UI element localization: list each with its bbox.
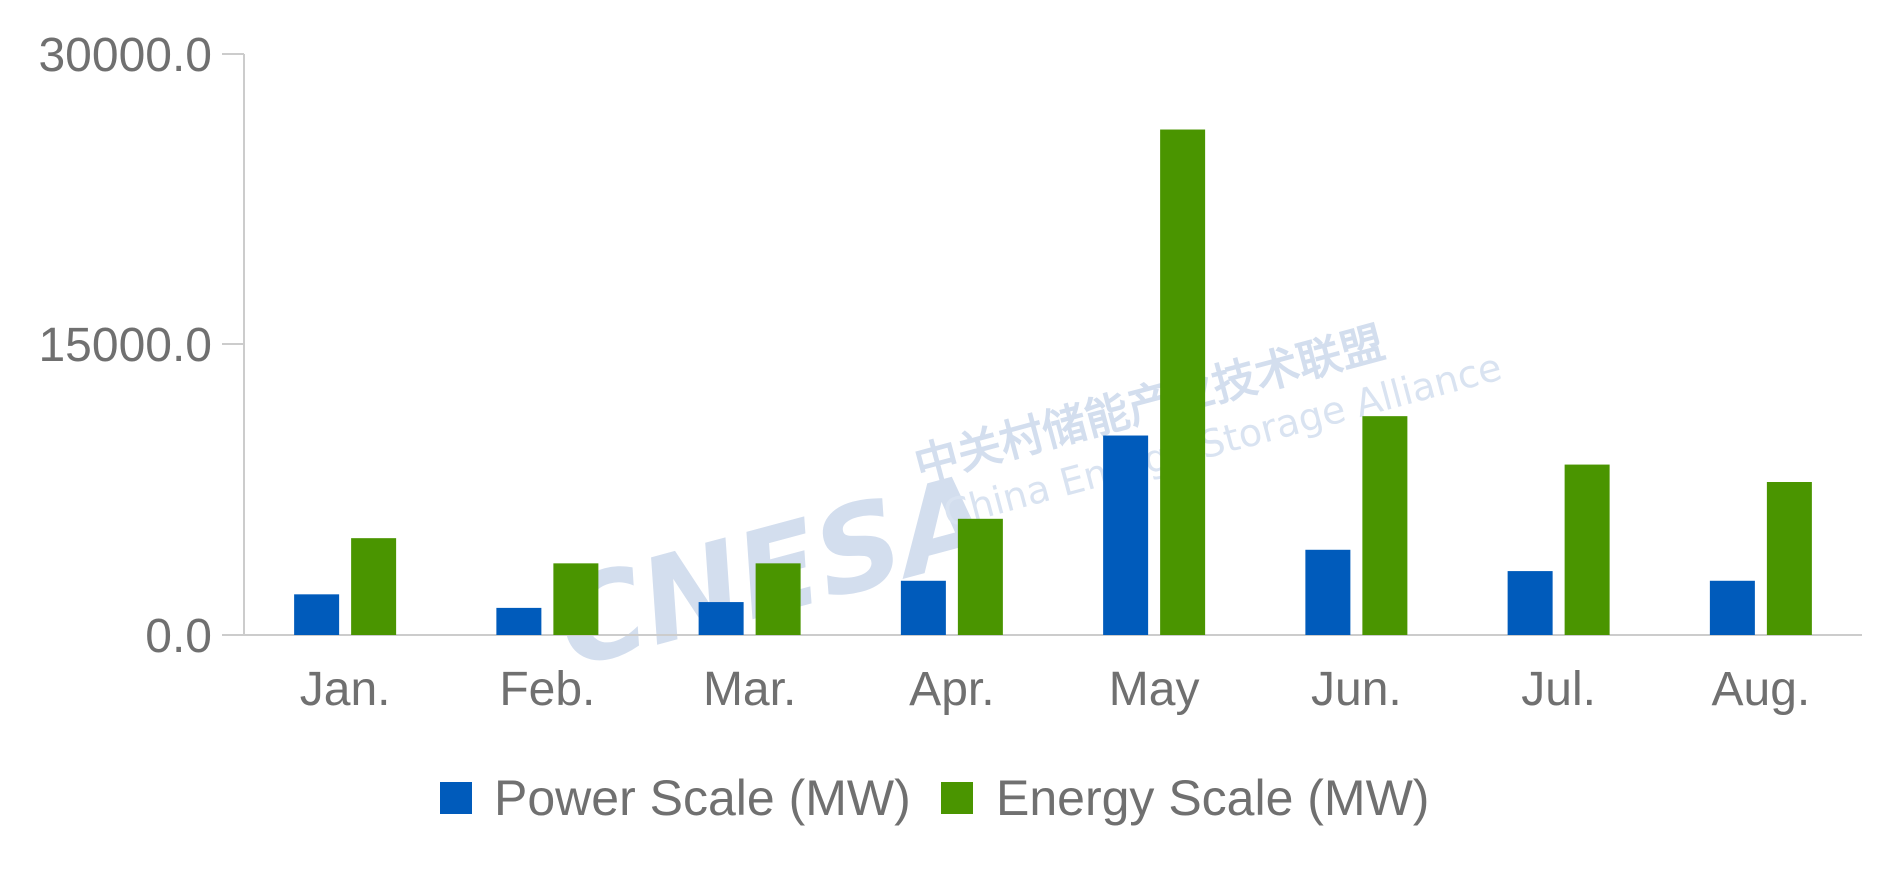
x-tick-label-feb: Feb. bbox=[499, 663, 595, 716]
y-ticks: 0.0 15000.0 30000.0 bbox=[38, 29, 244, 663]
bar-power-jul bbox=[1507, 571, 1553, 635]
bar-energy-jan bbox=[351, 538, 397, 635]
bar-power-jan bbox=[294, 594, 340, 635]
legend-label-power: Power Scale (MW) bbox=[494, 770, 911, 826]
x-tick-label-jul: Jul. bbox=[1521, 663, 1596, 716]
bar-energy-aug bbox=[1766, 482, 1812, 635]
bar-energy-feb bbox=[553, 563, 599, 635]
bar-power-apr bbox=[900, 580, 946, 635]
bar-energy-mar bbox=[755, 563, 801, 635]
x-ticks: Jan. Feb. Mar. Apr. May Jun. Jul. Aug. bbox=[300, 663, 1810, 716]
y-tick-label-1: 15000.0 bbox=[38, 319, 212, 372]
x-tick-label-aug: Aug. bbox=[1712, 663, 1811, 716]
bar-power-may bbox=[1103, 435, 1149, 635]
legend-label-energy: Energy Scale (MW) bbox=[996, 770, 1429, 826]
bar-energy-jun bbox=[1362, 416, 1408, 635]
x-tick-label-mar: Mar. bbox=[703, 663, 796, 716]
x-tick-label-may: May bbox=[1109, 663, 1200, 716]
bars bbox=[294, 129, 1812, 635]
y-tick-label-2: 30000.0 bbox=[38, 29, 212, 82]
x-tick-label-jan: Jan. bbox=[300, 663, 391, 716]
y-tick-label-0: 0.0 bbox=[145, 610, 212, 663]
legend-swatch-energy bbox=[941, 782, 973, 814]
bar-power-feb bbox=[496, 607, 542, 635]
x-tick-label-jun: Jun. bbox=[1311, 663, 1402, 716]
x-tick-label-apr: Apr. bbox=[909, 663, 994, 716]
bar-power-jun bbox=[1305, 549, 1351, 635]
legend-swatch-power bbox=[440, 782, 472, 814]
bar-energy-may bbox=[1160, 129, 1206, 635]
bar-power-mar bbox=[698, 602, 744, 635]
bar-power-aug bbox=[1709, 580, 1755, 635]
bar-energy-apr bbox=[957, 518, 1003, 635]
bar-energy-jul bbox=[1564, 464, 1610, 635]
legend: Power Scale (MW) Energy Scale (MW) bbox=[440, 770, 1429, 826]
